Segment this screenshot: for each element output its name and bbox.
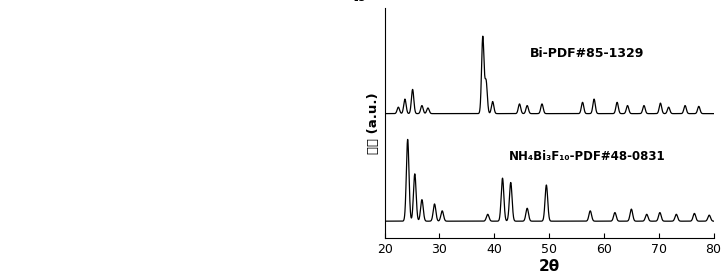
Circle shape: [170, 145, 176, 150]
Circle shape: [152, 44, 158, 49]
Circle shape: [69, 118, 75, 123]
Circle shape: [284, 112, 292, 118]
Circle shape: [162, 85, 170, 91]
Circle shape: [209, 85, 216, 90]
Circle shape: [49, 87, 59, 94]
Circle shape: [311, 25, 316, 29]
Circle shape: [193, 81, 203, 89]
Text: Bi-PDF#85-1329: Bi-PDF#85-1329: [530, 47, 645, 60]
Circle shape: [256, 112, 270, 123]
Text: b: b: [352, 0, 366, 5]
Circle shape: [155, 181, 162, 186]
Circle shape: [271, 116, 283, 125]
Circle shape: [133, 27, 140, 33]
Text: NH₄Bi₃F₁₀-PDF#48-0831: NH₄Bi₃F₁₀-PDF#48-0831: [509, 150, 666, 163]
X-axis label: 2θ: 2θ: [539, 259, 560, 274]
Circle shape: [40, 118, 54, 129]
Circle shape: [154, 142, 163, 149]
Circle shape: [140, 177, 149, 184]
Circle shape: [333, 212, 337, 215]
Text: 200 nm: 200 nm: [223, 223, 278, 236]
Circle shape: [177, 88, 183, 93]
Circle shape: [148, 118, 155, 123]
Circle shape: [56, 125, 66, 132]
Circle shape: [145, 86, 157, 95]
Circle shape: [116, 31, 128, 40]
Circle shape: [93, 27, 108, 39]
Circle shape: [61, 80, 68, 85]
Circle shape: [213, 168, 218, 172]
Circle shape: [33, 80, 46, 90]
Circle shape: [270, 124, 277, 129]
Circle shape: [69, 157, 74, 161]
Circle shape: [282, 143, 287, 147]
Circle shape: [83, 211, 90, 216]
Y-axis label: 强度 (a.u.): 强度 (a.u.): [367, 93, 380, 154]
